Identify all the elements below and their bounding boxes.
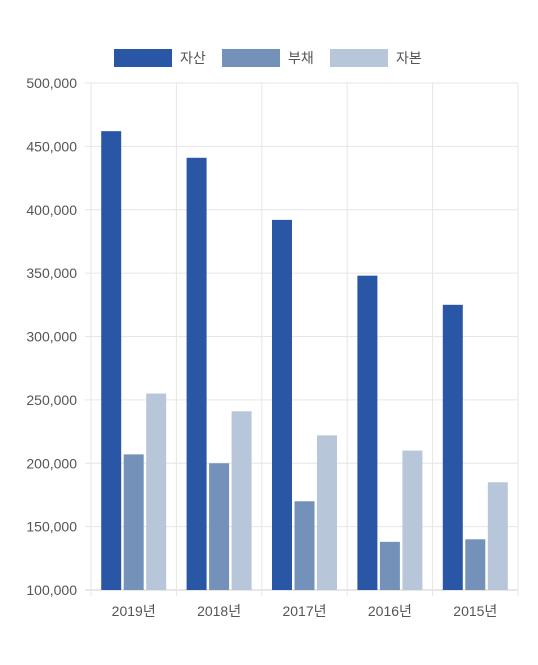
bar-자산-2019년: [101, 131, 122, 591]
legend-label-자본: 자본: [396, 50, 422, 66]
bars: [101, 131, 508, 591]
bar-자산-2018년: [186, 157, 207, 590]
legend-swatch-자본: [330, 49, 388, 67]
y-tick-label: 150,000: [26, 519, 77, 535]
bar-자본-2018년: [231, 411, 252, 590]
y-tick-label: 300,000: [26, 329, 77, 345]
y-tick-label: 450,000: [26, 138, 77, 154]
legend-label-부채: 부채: [288, 50, 314, 66]
bar-자산-2017년: [272, 219, 292, 590]
y-tick-label: 400,000: [26, 202, 77, 218]
bar-부채-2017년: [294, 501, 315, 590]
y-tick-label: 200,000: [26, 455, 77, 471]
x-tick-label: 2018년: [197, 603, 241, 619]
legend-swatch-부채: [222, 49, 280, 67]
legend-swatch-자산: [114, 49, 172, 67]
bar-자본-2015년: [487, 482, 508, 590]
bar-부채-2016년: [379, 541, 400, 590]
bar-부채-2015년: [465, 539, 486, 590]
bar-부채-2019년: [123, 454, 144, 590]
y-tick-label: 350,000: [26, 265, 77, 281]
legend: 자산 부채 자본: [114, 49, 422, 67]
y-tick-label: 100,000: [26, 582, 77, 598]
x-tick-label: 2017년: [282, 603, 326, 619]
y-tick-label: 250,000: [26, 392, 77, 408]
bar-부채-2018년: [209, 463, 230, 590]
bar-자본-2019년: [146, 393, 167, 590]
axes: 100,000 150,000 200,000 250,000 300,000 350,0…: [26, 75, 497, 619]
x-tick-label: 2016년: [368, 603, 412, 619]
x-tick-label: 2019년: [112, 603, 156, 619]
x-tick-label: 2015년: [453, 603, 497, 619]
gridlines: [85, 82, 519, 596]
legend-label-자산: 자산: [180, 50, 206, 66]
bar-자본-2017년: [317, 435, 337, 590]
bar-자본-2016년: [402, 450, 423, 590]
bar-자산-2016년: [357, 275, 378, 590]
y-tick-label: 500,000: [26, 75, 77, 91]
bar-자산-2015년: [442, 304, 463, 590]
